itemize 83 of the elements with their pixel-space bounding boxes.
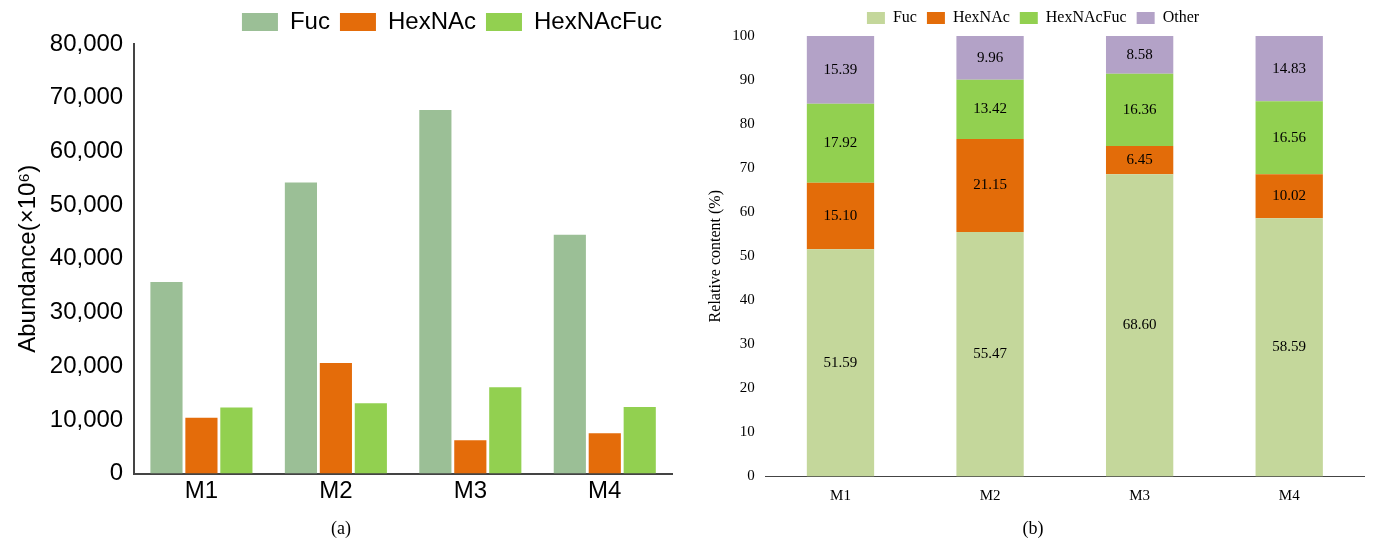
legend-label: HexNAcFuc — [1045, 8, 1127, 26]
data-label: 15.10 — [823, 206, 858, 223]
data-label: 15.39 — [823, 60, 858, 77]
bar — [1255, 36, 1323, 102]
bar — [1105, 36, 1174, 74]
bar — [588, 433, 621, 474]
data-label: 21.15 — [973, 176, 1007, 193]
bar — [1255, 101, 1323, 175]
legend-label: HexNAc — [387, 6, 476, 34]
bar — [319, 362, 352, 474]
bar — [806, 182, 875, 250]
y-tick-label: 80 — [739, 115, 755, 132]
bar — [1255, 218, 1323, 477]
y-tick-label: 30 — [739, 335, 755, 352]
text: (b) — [1022, 517, 1044, 539]
legend-label: HexNAc — [952, 8, 1010, 26]
y-tick-label: 50 — [739, 247, 755, 264]
legend-label: Fuc — [289, 6, 330, 34]
data-label: 10.02 — [1272, 187, 1307, 204]
y-tick-label: 70 — [739, 159, 755, 176]
bar — [489, 387, 522, 474]
data-label: 16.56 — [1272, 128, 1307, 145]
x-tick-label: M1 — [830, 487, 851, 504]
y-tick-label: 20 — [739, 379, 755, 396]
x-tick-label: M3 — [1129, 487, 1151, 504]
bar — [806, 36, 875, 104]
y-tick-label: 90 — [739, 70, 755, 87]
legend-label: HexNAcFuc — [533, 6, 662, 34]
bar — [806, 103, 875, 183]
bar — [623, 407, 656, 474]
data-label: 8.58 — [1126, 45, 1153, 62]
bar — [956, 138, 1024, 233]
bar — [419, 110, 452, 474]
x-tick-label: M3 — [453, 475, 487, 503]
y-tick-label: 40 — [739, 291, 755, 308]
data-label: 68.60 — [1122, 316, 1157, 333]
bar — [956, 36, 1024, 80]
data-label: 16.36 — [1122, 100, 1158, 117]
bar — [956, 79, 1024, 139]
data-label: 6.45 — [1126, 151, 1153, 168]
text: (a) — [331, 517, 351, 539]
data-label: 55.47 — [973, 345, 1008, 362]
bar — [220, 407, 253, 474]
y-tick-label: 10 — [739, 423, 755, 440]
bar — [354, 403, 387, 474]
x-tick-label: M4 — [1278, 487, 1301, 504]
bar — [806, 249, 875, 477]
bar — [1105, 73, 1174, 146]
data-label: 17.92 — [823, 134, 858, 151]
y-tick-label: 0 — [747, 467, 755, 484]
y-tick-label: 60,000 — [49, 136, 124, 164]
legend-label: Fuc — [892, 8, 917, 26]
y-tick-label: 10,000 — [49, 404, 124, 432]
x-tick-label: M2 — [319, 475, 353, 503]
data-label: 58.59 — [1272, 338, 1307, 355]
y-tick-label: 80,000 — [49, 28, 124, 56]
bar — [1105, 145, 1174, 175]
y-tick-label: 40,000 — [49, 243, 124, 271]
data-label: 51.59 — [823, 353, 858, 370]
y-tick-label: 0 — [109, 458, 124, 486]
y-tick-label: 30,000 — [49, 297, 124, 325]
bar — [1255, 174, 1323, 219]
bar — [553, 234, 586, 474]
bar — [454, 440, 487, 474]
data-label: 14.83 — [1272, 59, 1307, 76]
data-label: 9.96 — [976, 48, 1004, 65]
bar — [150, 281, 183, 474]
y-tick-label: 50,000 — [49, 189, 124, 217]
bar — [1105, 174, 1174, 477]
bar — [956, 232, 1024, 477]
y-tick-label: 100 — [732, 26, 755, 43]
x-tick-label: M4 — [588, 475, 622, 503]
x-tick-label: M2 — [979, 487, 1001, 504]
y-tick-label: 70,000 — [49, 82, 124, 110]
y-axis-title: Relative content (%) — [705, 190, 724, 323]
data-label: 13.42 — [973, 100, 1007, 117]
bar — [284, 182, 317, 474]
y-tick-label: 60 — [739, 203, 755, 220]
legend-label: Other — [1162, 8, 1200, 26]
y-tick-label: 20,000 — [49, 350, 124, 378]
y-axis-title: Abundance(×10⁶) — [13, 164, 41, 353]
bar — [185, 417, 218, 474]
x-tick-label: M1 — [184, 475, 219, 503]
